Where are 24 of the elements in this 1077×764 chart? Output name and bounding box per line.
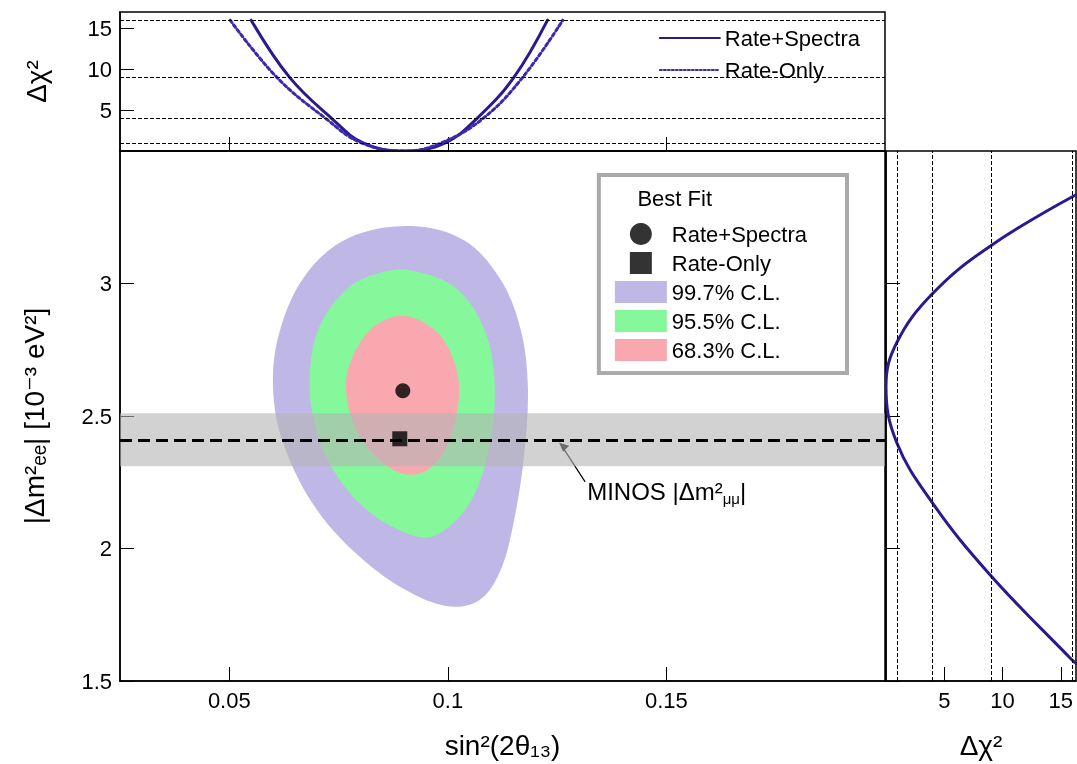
legend-label: 68.3% C.L. [671, 337, 781, 363]
legend-label: Rate+Spectra [671, 221, 808, 247]
y-tick-label: 2.5 [81, 403, 112, 429]
x-tick-label: 15 [1048, 687, 1074, 713]
y-axis-title: |Δm²ₑₑ| [10⁻³ eV²] [18, 307, 50, 525]
y-tick-label: 15 [87, 15, 112, 41]
y-tick-label: 2 [99, 536, 112, 561]
x-tick-label: 0.1 [432, 687, 464, 713]
legend-title: Best Fit [637, 185, 713, 211]
x-axis-title: sin²(2θ₁₃) [444, 729, 561, 761]
y-tick-label: 1.5 [81, 668, 112, 694]
x-tick-label: 5 [938, 687, 951, 713]
y-axis-title: Δχ² [20, 60, 52, 103]
y-tick-label: 3 [99, 271, 112, 296]
x-axis-title: Δχ² [959, 729, 1003, 761]
x-tick-label: 0.15 [645, 687, 688, 713]
legend-label: Rate-Only [671, 250, 771, 276]
legend-label: 99.7% C.L. [671, 279, 781, 305]
y-tick-label: 10 [87, 56, 112, 82]
legend-label: Rate+Spectra [724, 25, 861, 51]
x-tick-label: 0.05 [207, 687, 251, 713]
y-tick-label: 5 [99, 97, 112, 123]
x-tick-label: 10 [990, 687, 1015, 713]
legend-label: 95.5% C.L. [671, 308, 781, 334]
